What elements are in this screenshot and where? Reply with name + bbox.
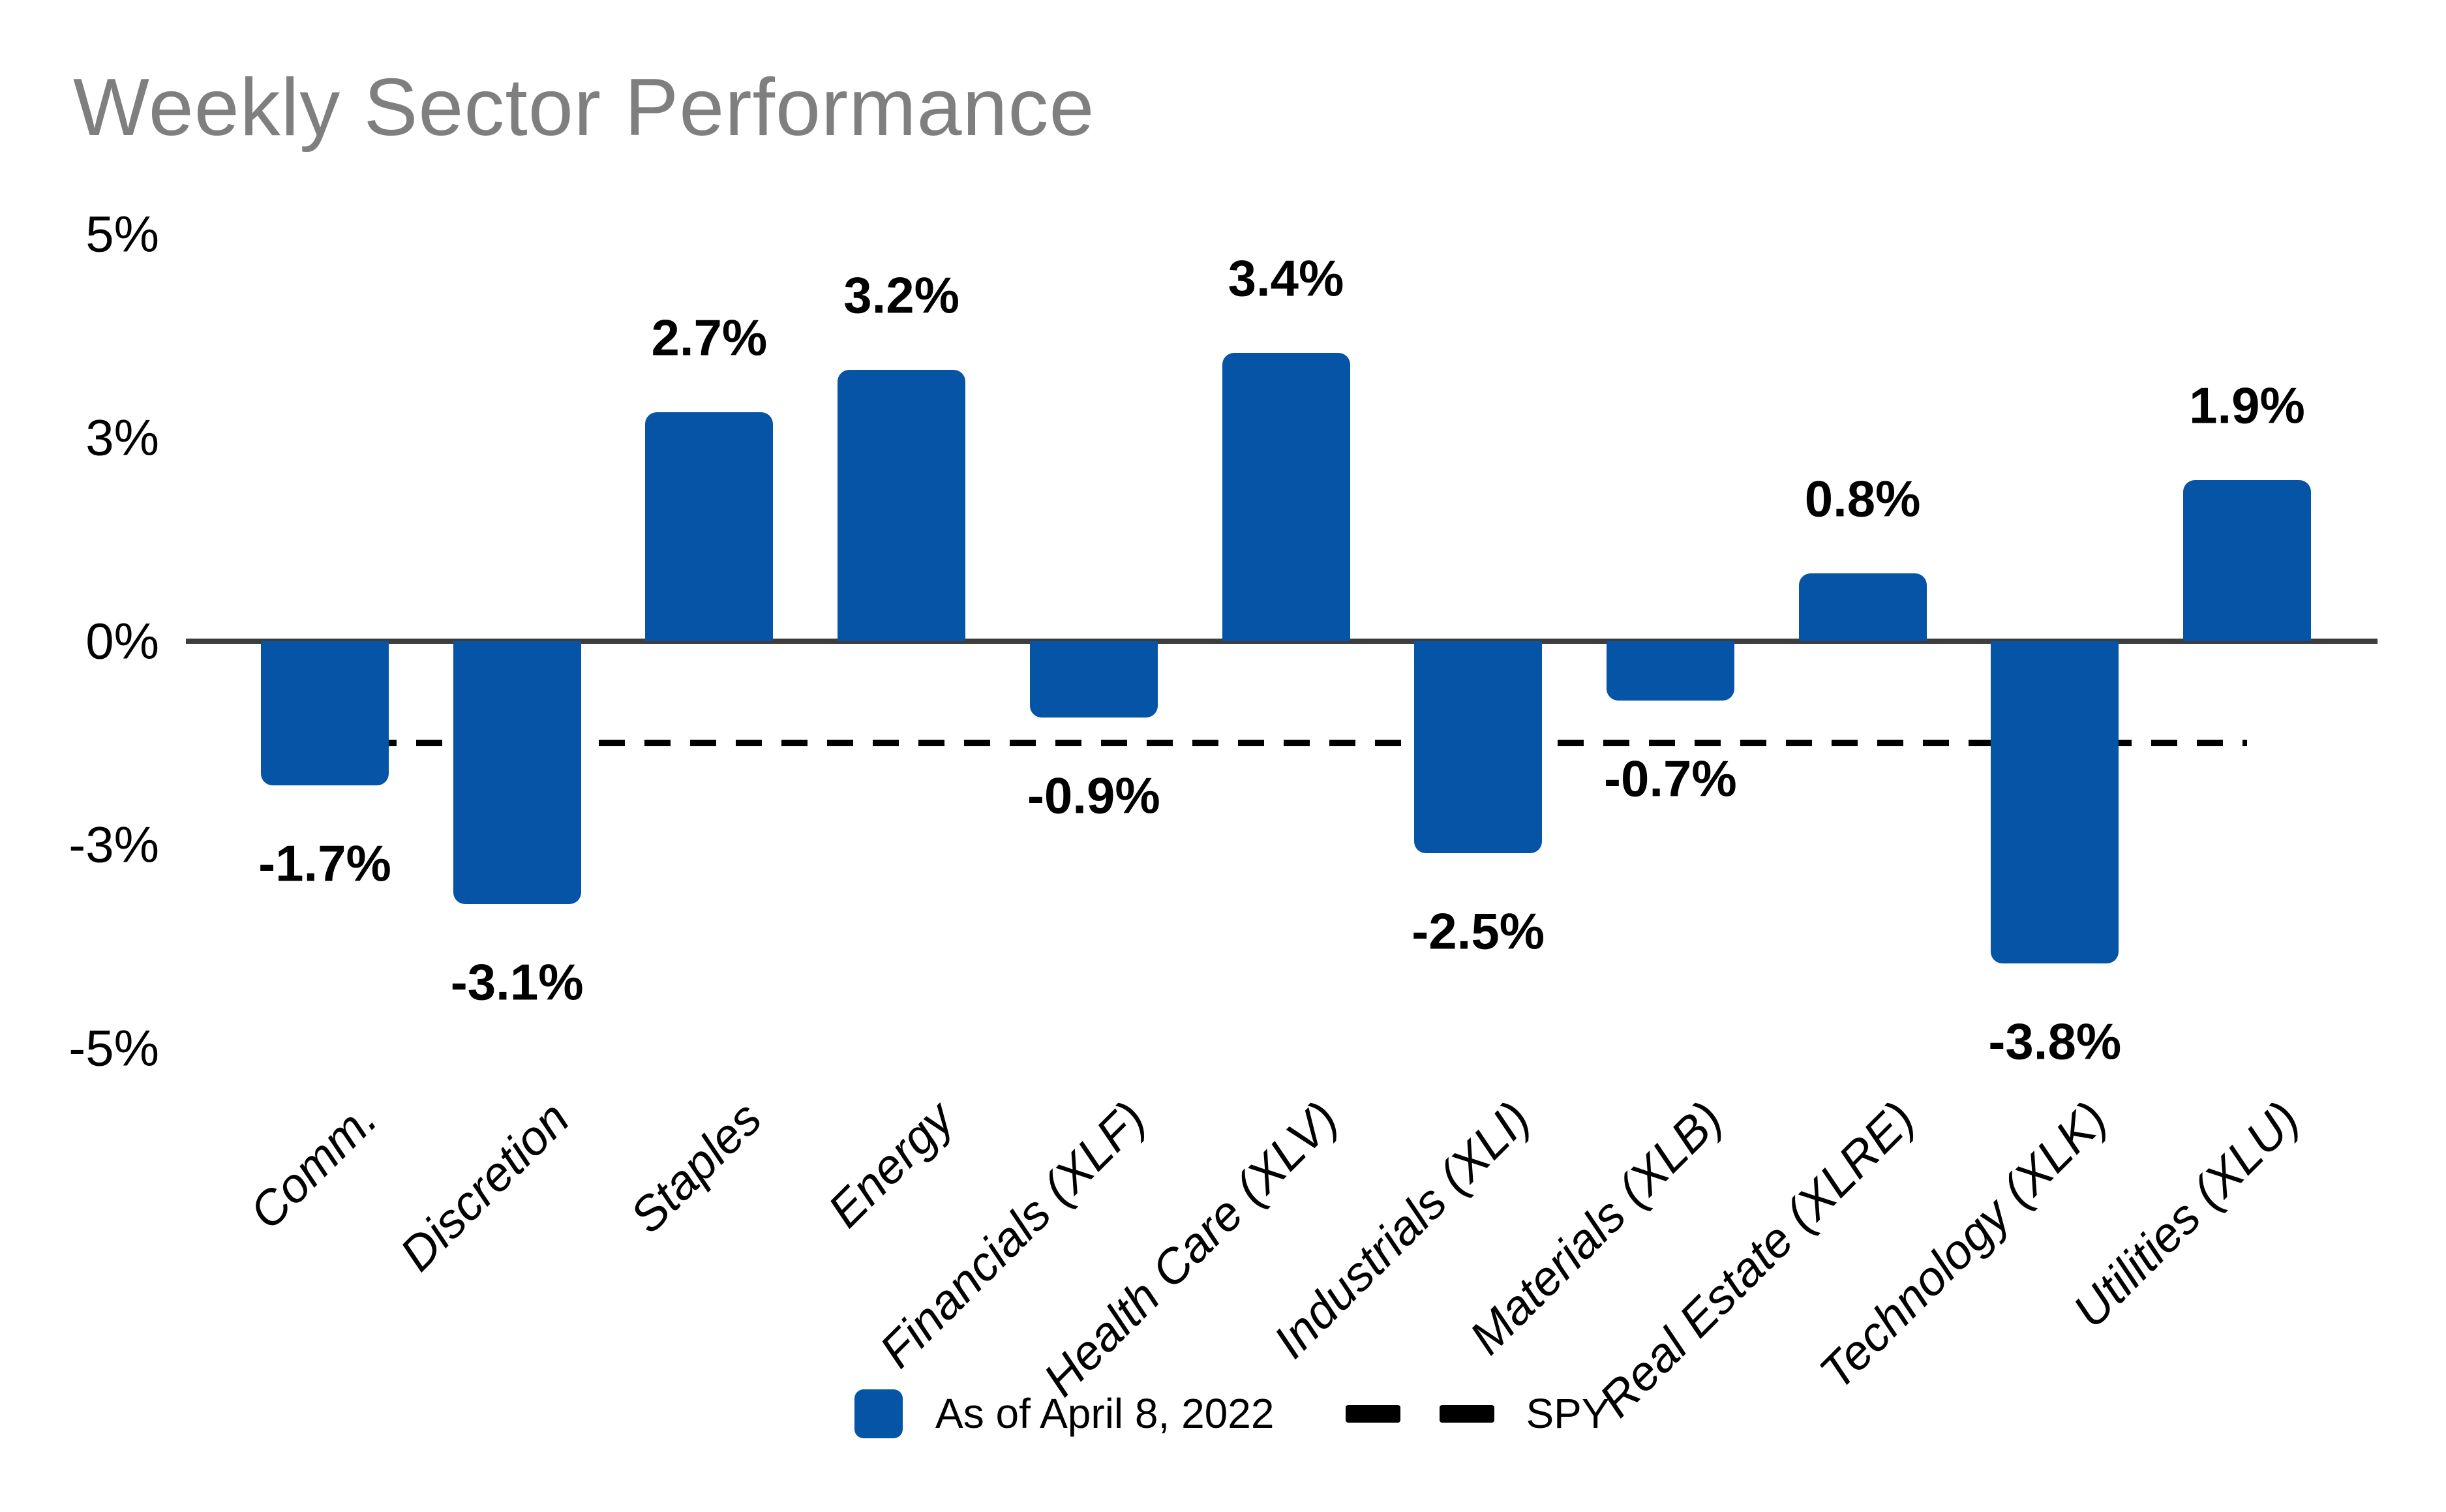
- y-tick-label: 3%: [85, 408, 159, 466]
- legend-line-label: SPY: [1526, 1390, 1610, 1437]
- bar-value-label: 1.9%: [2189, 376, 2305, 434]
- bar-value-label: 3.4%: [1228, 249, 1344, 307]
- y-tick-label: 0%: [85, 612, 159, 670]
- bar-value-label: -3.1%: [450, 953, 584, 1011]
- bar-value-label: 2.7%: [651, 309, 768, 367]
- x-category-label: Energy: [817, 1091, 964, 1238]
- bar: [838, 370, 966, 641]
- x-category-label: Real Estate (XLRE): [1588, 1091, 1925, 1427]
- bar: [1991, 641, 2119, 963]
- legend-dash-icon: [1346, 1404, 1401, 1423]
- bar: [453, 641, 581, 904]
- bar-value-label: -0.9%: [1027, 766, 1160, 824]
- legend-dash-icon: [1440, 1404, 1495, 1423]
- y-tick-label: 5%: [85, 205, 159, 263]
- bar-value-label: 3.2%: [843, 266, 959, 324]
- zero-axis-line: [186, 639, 2378, 644]
- bar: [1798, 573, 1927, 641]
- chart-title: Weekly Sector Performance: [73, 63, 1095, 153]
- bar-value-label: -0.7%: [1604, 749, 1737, 808]
- y-tick-label: -5%: [68, 1019, 159, 1077]
- legend-bar-swatch-icon: [854, 1389, 903, 1438]
- bar: [1222, 353, 1350, 641]
- bar: [261, 641, 389, 785]
- x-category-label: Discretion: [389, 1091, 580, 1282]
- bar: [645, 412, 774, 641]
- bar-value-label: 0.8%: [1804, 470, 1921, 528]
- legend-bar-label: As of April 8, 2022: [935, 1390, 1275, 1437]
- bar: [1606, 641, 1734, 701]
- bar-value-label: -3.8%: [1988, 1012, 2122, 1070]
- bar-value-label: -2.5%: [1412, 902, 1545, 960]
- legend: As of April 8, 2022 SPY: [854, 1389, 1610, 1438]
- bar: [1414, 641, 1543, 853]
- bar: [1029, 641, 1158, 718]
- y-tick-label: -3%: [68, 815, 159, 873]
- bar-value-label: -1.7%: [258, 834, 391, 892]
- x-category-label: Comm.: [239, 1091, 387, 1240]
- spy-dashed-line: [325, 740, 2247, 746]
- bar: [2183, 480, 2311, 641]
- x-category-label: Staples: [619, 1091, 772, 1243]
